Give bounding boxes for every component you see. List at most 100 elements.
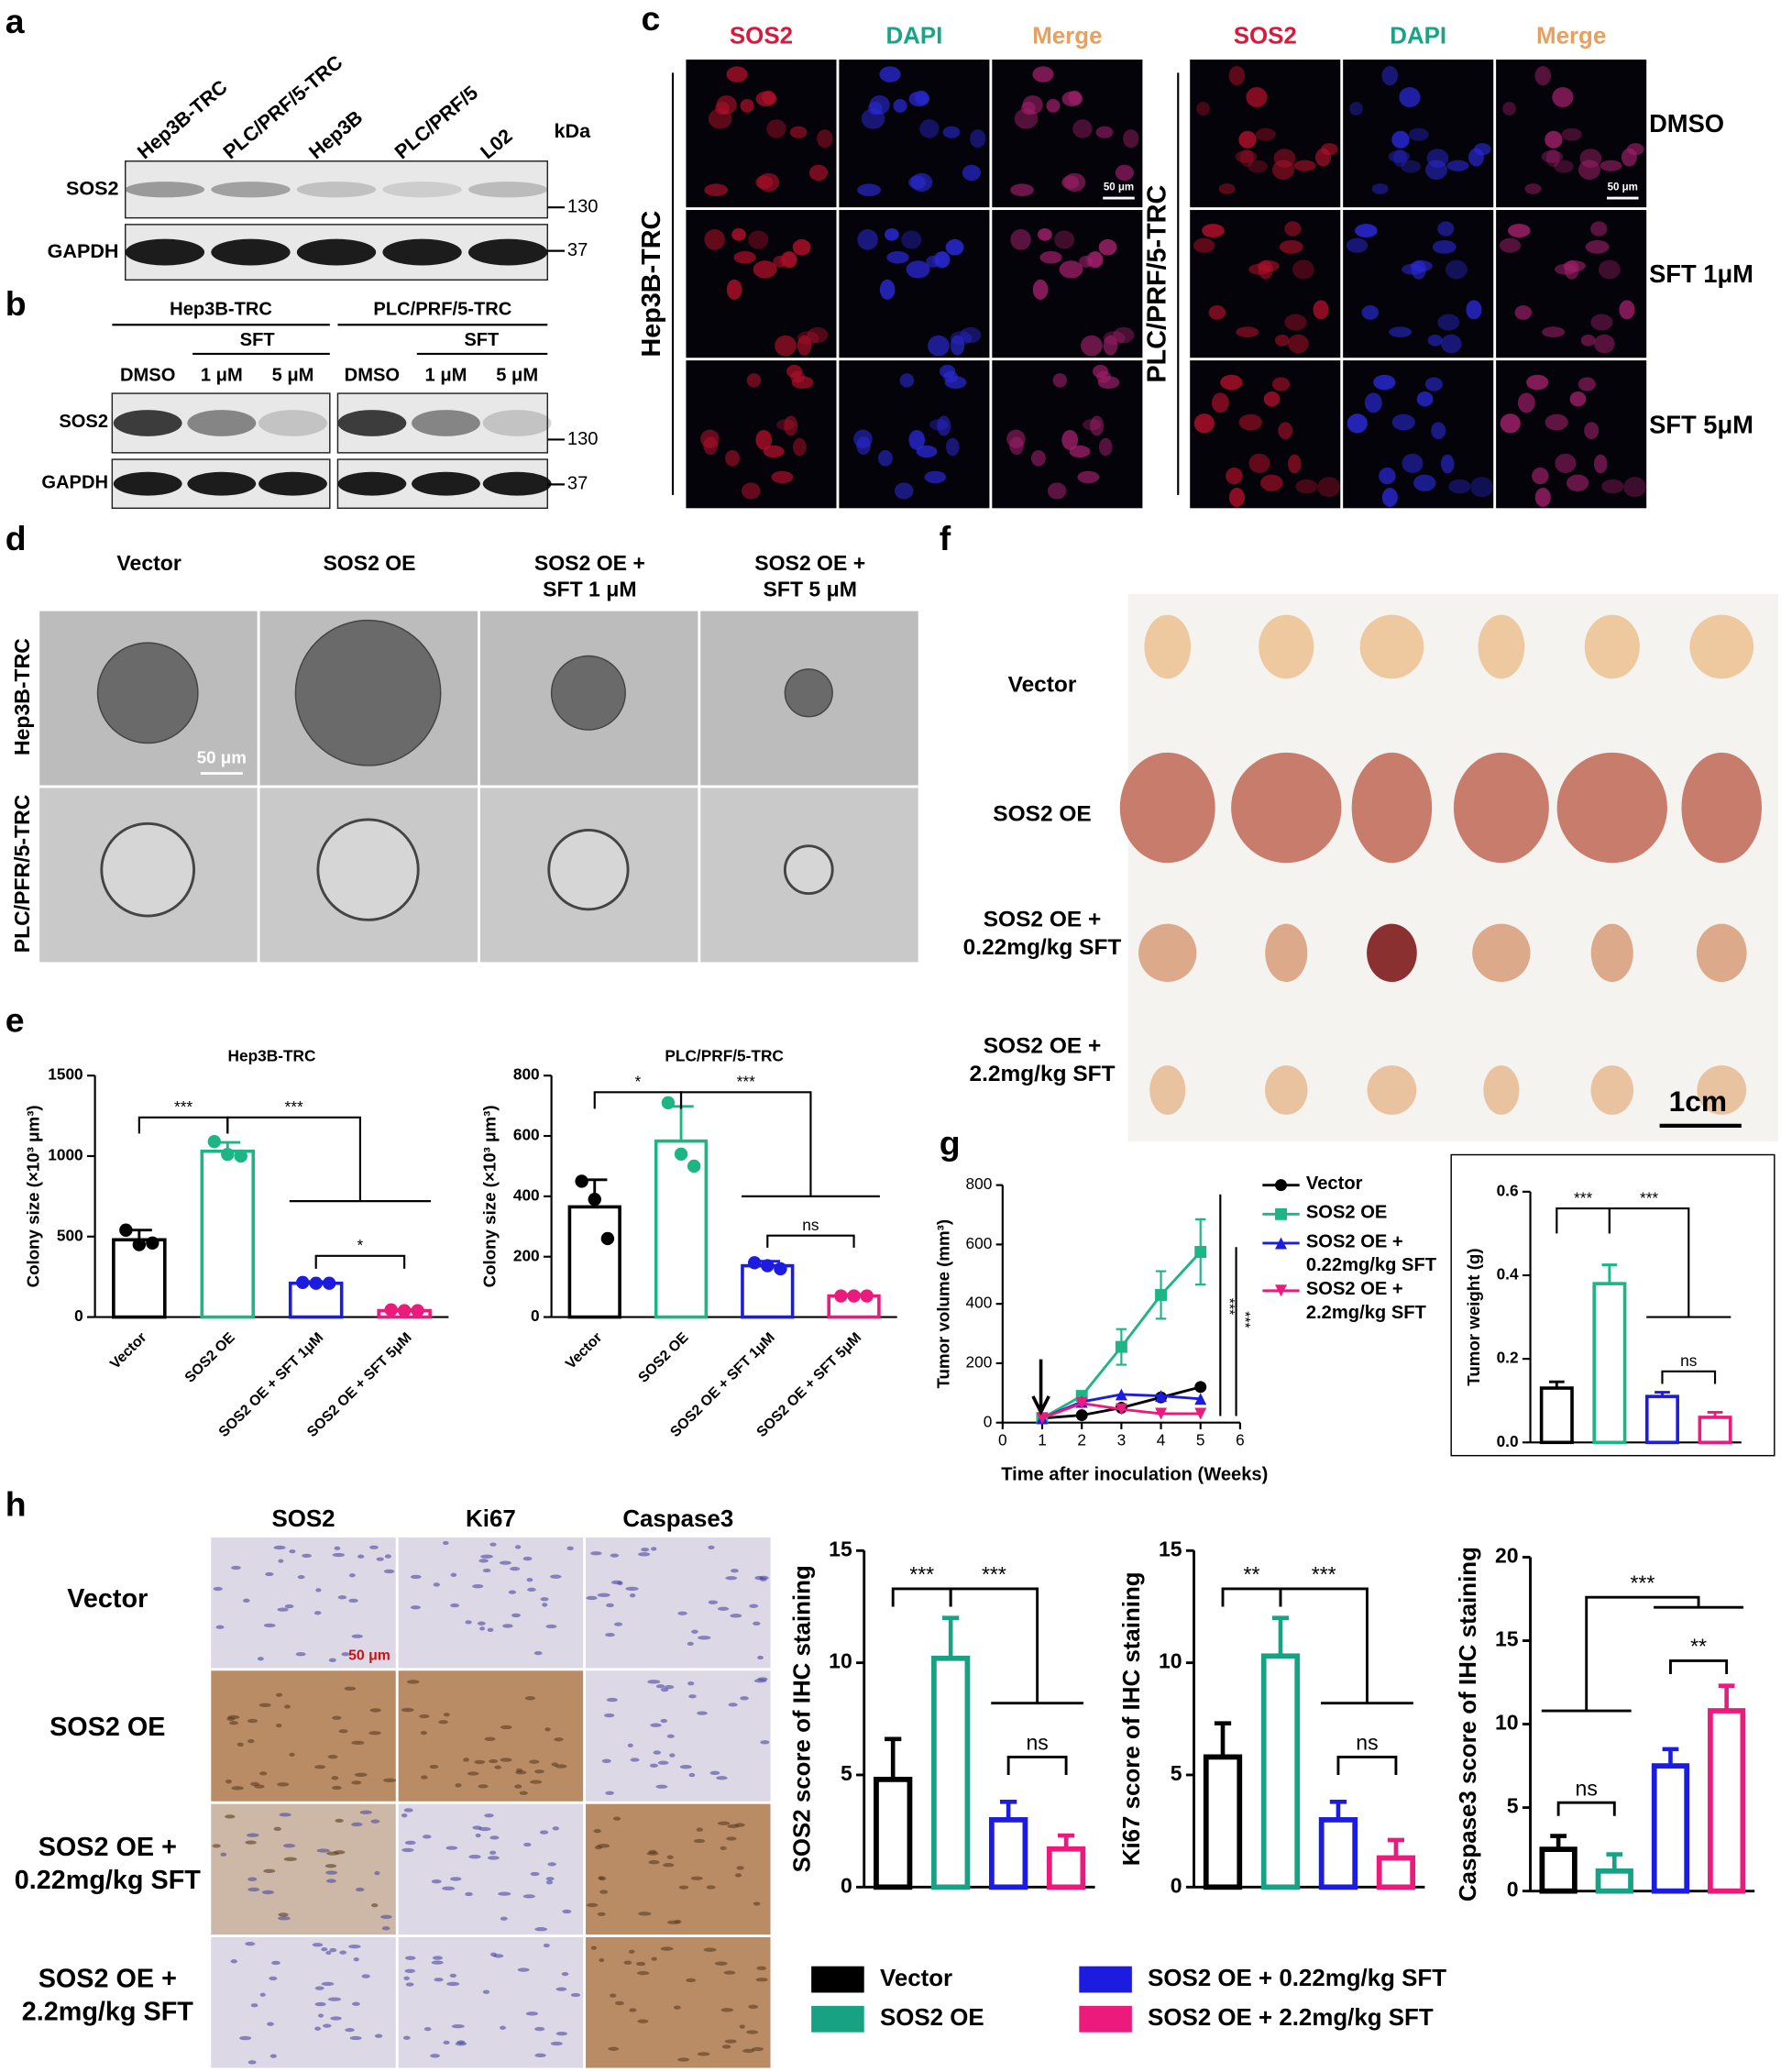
band bbox=[382, 238, 462, 266]
nucleus bbox=[477, 1621, 486, 1626]
error-bar bbox=[1601, 1263, 1618, 1284]
nucleus bbox=[404, 1840, 416, 1846]
data-point bbox=[1194, 1246, 1207, 1258]
data-point bbox=[1194, 1393, 1207, 1405]
colony bbox=[784, 668, 833, 718]
cell bbox=[790, 370, 806, 383]
y-axis-label: Tumor weight (g) bbox=[1464, 1248, 1483, 1385]
nucleus bbox=[284, 1604, 294, 1609]
cell bbox=[725, 449, 740, 467]
nucleus bbox=[727, 1824, 740, 1829]
significance-bracket bbox=[1608, 1207, 1732, 1318]
data-point bbox=[1155, 1390, 1168, 1403]
nucleus bbox=[562, 1909, 572, 1914]
cell bbox=[1555, 453, 1577, 473]
nucleus bbox=[543, 1943, 550, 1948]
significance-label: *** bbox=[1221, 1298, 1237, 1315]
nucleus bbox=[289, 1548, 296, 1554]
nucleus bbox=[404, 1968, 415, 1973]
error-bar bbox=[942, 1615, 960, 1659]
nucleus bbox=[756, 1966, 767, 1970]
micrograph bbox=[586, 1670, 771, 1802]
cell bbox=[1069, 445, 1091, 458]
data-point bbox=[1115, 1403, 1127, 1416]
nucleus bbox=[450, 1572, 457, 1577]
cell bbox=[808, 164, 829, 182]
unit-label: kDa bbox=[554, 119, 591, 142]
cell bbox=[1373, 374, 1396, 391]
nucleus bbox=[455, 2042, 467, 2046]
row-label: SOS2 bbox=[66, 176, 119, 199]
label-box: SOS2 OE bbox=[993, 801, 1091, 826]
bar bbox=[1203, 1754, 1243, 1890]
error-bar bbox=[1548, 1380, 1565, 1389]
nucleus bbox=[265, 1571, 274, 1577]
nucleus bbox=[419, 1714, 430, 1719]
nucleus bbox=[502, 1624, 513, 1628]
y-tick-label: 500 bbox=[57, 1226, 83, 1244]
nucleus bbox=[482, 1568, 491, 1573]
band bbox=[211, 182, 291, 198]
nucleus bbox=[465, 1620, 472, 1625]
cell bbox=[916, 445, 938, 458]
band bbox=[187, 410, 257, 436]
significance-label: *** bbox=[737, 1072, 755, 1090]
cell bbox=[1413, 474, 1436, 491]
cell bbox=[1006, 429, 1026, 448]
nucleus bbox=[314, 2001, 326, 2007]
nucleus bbox=[693, 1838, 706, 1844]
cell bbox=[1248, 160, 1268, 173]
nucleus bbox=[429, 1764, 439, 1769]
nucleus bbox=[753, 1901, 761, 1906]
cell bbox=[1284, 314, 1307, 331]
y-axis-label: Colony size (×10³ μm³) bbox=[23, 1105, 42, 1287]
cell bbox=[945, 238, 964, 256]
band bbox=[113, 410, 182, 436]
cell bbox=[704, 183, 729, 197]
y-tick-label: 200 bbox=[966, 1352, 993, 1371]
column-header: SOS2 OE + SFT 5 μM bbox=[754, 553, 866, 602]
nucleus bbox=[625, 1586, 639, 1592]
cell bbox=[792, 437, 807, 457]
tumor bbox=[1483, 1065, 1520, 1115]
legend-swatch bbox=[811, 2005, 864, 2033]
nucleus bbox=[627, 1743, 633, 1747]
bar bbox=[741, 1263, 795, 1319]
nucleus bbox=[610, 1580, 622, 1585]
nucleus bbox=[326, 1851, 340, 1856]
error-bar bbox=[1606, 1852, 1623, 1871]
tumor bbox=[1119, 752, 1215, 864]
nucleus bbox=[545, 1880, 554, 1885]
cell bbox=[1103, 335, 1118, 356]
data-point bbox=[1194, 1407, 1207, 1420]
nucleus bbox=[598, 1876, 604, 1880]
cell bbox=[1293, 160, 1316, 171]
data-point bbox=[834, 1289, 848, 1303]
data-point bbox=[588, 1192, 601, 1207]
band bbox=[125, 182, 205, 198]
nucleus bbox=[630, 1758, 640, 1762]
error-bar bbox=[1057, 1833, 1075, 1849]
cell bbox=[1391, 130, 1410, 149]
nucleus bbox=[259, 1992, 266, 1997]
nucleus bbox=[726, 1836, 737, 1841]
cell bbox=[700, 429, 720, 448]
cell bbox=[929, 419, 949, 431]
legend-marker bbox=[1275, 1179, 1287, 1192]
nucleus bbox=[383, 1778, 397, 1782]
significance-bracket bbox=[949, 1587, 1083, 1705]
colony bbox=[100, 821, 196, 918]
nucleus bbox=[220, 1852, 227, 1857]
cell bbox=[1534, 66, 1552, 86]
cell bbox=[1391, 413, 1415, 431]
nucleus bbox=[449, 1973, 457, 1978]
data-point bbox=[309, 1276, 323, 1290]
cell bbox=[1578, 160, 1600, 181]
nucleus bbox=[383, 1569, 395, 1574]
cell bbox=[879, 279, 896, 300]
legend-label: SOS2 OE + 2.2mg/kg SFT bbox=[1305, 1277, 1426, 1322]
lane-label: 5 μM bbox=[496, 366, 538, 386]
cell bbox=[1228, 488, 1245, 507]
cell bbox=[942, 126, 961, 138]
cell bbox=[1545, 130, 1563, 149]
